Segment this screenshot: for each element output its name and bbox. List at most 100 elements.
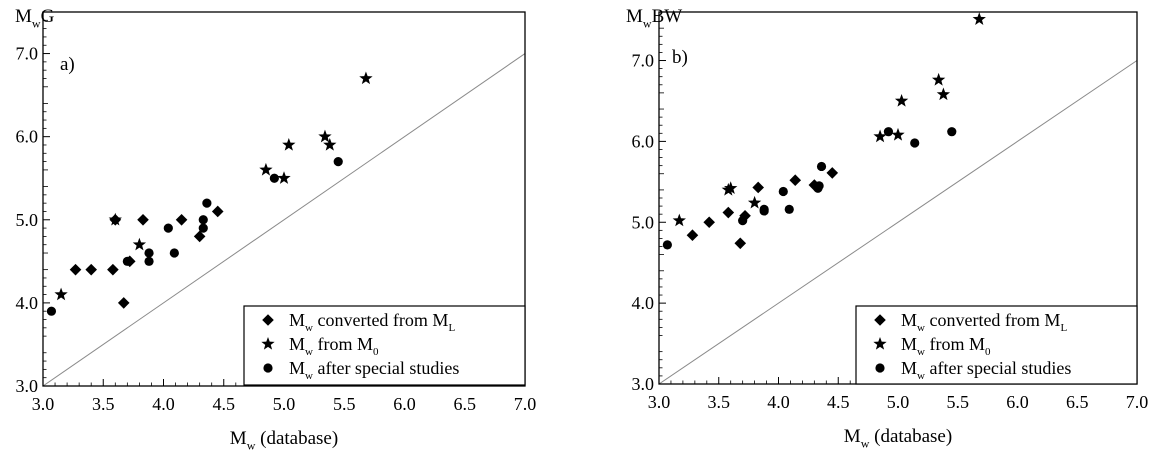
x-tick-label: 6.5 (1066, 392, 1089, 412)
x-tick-label: 6.0 (393, 394, 416, 414)
data-point-circle (662, 240, 672, 250)
x-tick-label: 3.0 (648, 392, 671, 412)
reference-line (42, 53, 526, 387)
x-tick-label: 3.5 (92, 394, 115, 414)
data-point-circle (169, 248, 179, 258)
x-tick-label: 5.0 (887, 392, 910, 412)
x-tick-label: 4.0 (767, 392, 790, 412)
x-tick-label: 4.0 (152, 394, 175, 414)
legend-entry-label: Mw converted from ML (289, 310, 455, 334)
x-tick-label: 5.5 (333, 394, 356, 414)
x-axis-label: Mw (database) (230, 428, 338, 452)
data-point-star (282, 137, 296, 151)
data-point-circle (46, 306, 57, 316)
data-point-diamond (752, 181, 764, 194)
y-tick-label: 5.0 (16, 210, 39, 230)
data-point-diamond (193, 230, 206, 243)
panel-label: a) (60, 54, 75, 75)
y-tick-label: 6.0 (632, 131, 655, 151)
legend-entry-label: Mw converted from ML (901, 310, 1067, 334)
legend-entry-label: Mw after special studies (289, 358, 459, 382)
data-point-diamond (69, 263, 82, 276)
data-point-diamond (117, 297, 130, 309)
data-point-star (108, 212, 122, 226)
data-point-star (747, 195, 762, 209)
x-tick-label: 6.0 (1006, 392, 1029, 412)
x-axis-label: Mw (database) (844, 426, 952, 450)
y-tick-label: 7.0 (632, 51, 655, 71)
x-tick-label: 3.5 (708, 392, 731, 412)
data-point-star (894, 93, 909, 107)
y-tick-label: 4.0 (632, 293, 655, 313)
y-tick-label: 3.0 (632, 374, 655, 394)
legend-marker-star (261, 337, 275, 350)
x-tick-label: 3.0 (32, 394, 55, 414)
data-point-circle (202, 198, 212, 208)
data-point-diamond (789, 174, 802, 187)
data-point-star (936, 87, 951, 101)
data-point-circle (910, 138, 920, 148)
y-tick-label: 4.0 (16, 293, 39, 313)
data-point-star (277, 171, 291, 184)
data-point-circle (778, 186, 788, 197)
legend-marker-circle (263, 363, 273, 373)
data-point-star (318, 129, 332, 143)
data-point-star (873, 129, 887, 143)
data-point-circle (947, 127, 957, 137)
data-point-star (132, 237, 147, 251)
data-point-diamond (175, 213, 188, 226)
legend-marker-diamond (262, 314, 274, 326)
legend-box (855, 305, 1138, 385)
data-point-diamond (211, 205, 224, 218)
x-tick-label: 4.5 (827, 392, 850, 412)
x-tick-label: 5.0 (273, 394, 296, 414)
data-point-circle (122, 256, 132, 266)
data-point-diamond (137, 213, 149, 226)
data-point-star (672, 213, 686, 227)
reference-line (658, 60, 1138, 385)
x-tick-label: 7.0 (514, 394, 537, 414)
y-axis-label: MwG (15, 6, 55, 30)
chart-panel-a: 3.0 3.5 4.0 4.5 5.0 5.5 6.0 6.5 7.0 3.0 4.0 5.0 6.0 7… (15, 6, 536, 452)
data-point-circle (784, 204, 794, 214)
data-point-circle (198, 223, 208, 233)
y-tick-label: 7.0 (16, 44, 39, 64)
data-point-diamond (703, 216, 715, 229)
data-point-star (972, 12, 986, 25)
y-tick-label: 5.0 (632, 212, 655, 232)
data-point-diamond (808, 179, 821, 191)
data-point-circle (759, 204, 769, 214)
y-axis-label: MwBW (626, 6, 682, 30)
data-point-star (359, 71, 373, 85)
data-point-star (891, 127, 905, 141)
data-point-circle (883, 127, 894, 137)
legend-marker-circle (875, 363, 885, 373)
legend-entry-label: Mw after special studies (901, 358, 1071, 382)
panel-label: b) (672, 47, 688, 68)
x-tick-label: 5.5 (947, 392, 970, 412)
legend-marker-star (873, 337, 887, 350)
data-point-star (931, 72, 946, 86)
legend-entry-label: Mw from M0 (289, 334, 379, 358)
legend-entry-label: Mw from M0 (901, 334, 991, 358)
data-point-diamond (734, 237, 747, 250)
data-point-circle (144, 256, 154, 266)
data-point-star (259, 162, 273, 176)
x-tick-label: 7.0 (1126, 392, 1149, 412)
legend-box (243, 305, 526, 386)
data-point-star (54, 287, 68, 301)
data-point-diamond (722, 206, 735, 219)
data-point-circle (816, 161, 827, 172)
data-point-diamond (826, 167, 839, 179)
data-point-diamond (85, 263, 97, 276)
legend-marker-diamond (874, 314, 886, 326)
data-point-circle (269, 173, 279, 183)
x-tick-label: 4.5 (213, 394, 236, 414)
data-point-circle (144, 248, 154, 258)
data-point-circle (814, 181, 824, 191)
chart-panel-b: 3.0 3.5 4.0 4.5 5.0 5.5 6.0 6.5 7.0 3.0 4.0 5.0 6.0 7… (626, 6, 1148, 450)
